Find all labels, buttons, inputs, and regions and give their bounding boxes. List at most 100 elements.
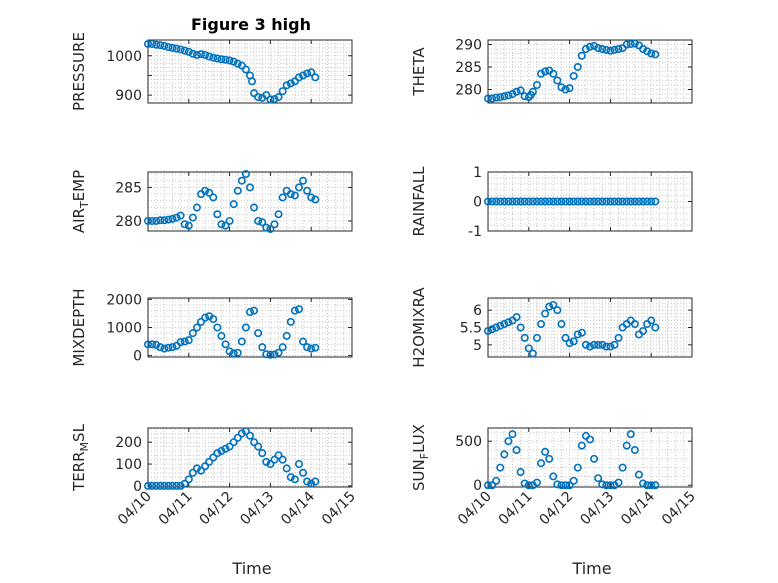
figure-title: Figure 3 high bbox=[191, 15, 311, 34]
data-point bbox=[561, 197, 570, 206]
data-point bbox=[180, 479, 189, 488]
data-point bbox=[483, 481, 492, 490]
data-point bbox=[278, 455, 287, 464]
data-point bbox=[160, 41, 169, 50]
data-point bbox=[156, 41, 165, 50]
data-point bbox=[152, 340, 161, 349]
data-point bbox=[549, 197, 558, 206]
data-point bbox=[643, 47, 652, 56]
data-point bbox=[254, 329, 263, 338]
data-point bbox=[569, 476, 578, 485]
y-axis-label: THETA bbox=[410, 47, 428, 97]
data-point bbox=[303, 69, 312, 78]
data-point bbox=[266, 224, 275, 233]
data-point bbox=[492, 197, 501, 206]
y-tick-label: 0 bbox=[473, 195, 482, 211]
y-tick-label: 500 bbox=[455, 434, 482, 450]
y-tick-label: 6 bbox=[473, 303, 482, 319]
data-point bbox=[241, 65, 250, 74]
data-point bbox=[598, 197, 607, 206]
data-point bbox=[282, 464, 291, 473]
data-point bbox=[496, 463, 505, 472]
data-point bbox=[229, 438, 238, 447]
data-point bbox=[618, 197, 627, 206]
data-point bbox=[299, 337, 308, 346]
data-point bbox=[241, 323, 250, 332]
data-point bbox=[311, 343, 320, 352]
y-tick-label: -1 bbox=[468, 224, 482, 240]
data-point bbox=[602, 481, 611, 490]
data-point bbox=[241, 427, 250, 436]
data-point bbox=[201, 186, 210, 195]
y-axis-label: SUNFLUX bbox=[410, 424, 431, 491]
data-point bbox=[594, 340, 603, 349]
x-tick-label: 04/13 bbox=[577, 489, 617, 529]
y-label-main: RAINFALL bbox=[410, 166, 428, 237]
data-point bbox=[573, 62, 582, 71]
data-point bbox=[172, 213, 181, 222]
data-point bbox=[630, 197, 639, 206]
data-point bbox=[590, 454, 599, 463]
data-point bbox=[528, 87, 537, 96]
data-point bbox=[164, 481, 173, 490]
data-point bbox=[282, 81, 291, 90]
data-point bbox=[233, 433, 242, 442]
data-point bbox=[176, 338, 185, 347]
data-point bbox=[307, 344, 316, 353]
data-point bbox=[581, 44, 590, 53]
y-label-main: AIR bbox=[70, 208, 88, 233]
y-tick-label: 285 bbox=[455, 60, 482, 76]
data-point bbox=[524, 481, 533, 490]
data-point bbox=[573, 330, 582, 339]
data-point bbox=[311, 195, 320, 204]
data-point bbox=[197, 50, 206, 59]
data-point bbox=[307, 479, 316, 488]
data-point bbox=[524, 344, 533, 353]
data-point bbox=[537, 197, 546, 206]
data-point bbox=[639, 326, 648, 335]
data-point bbox=[144, 216, 153, 225]
data-point bbox=[152, 40, 161, 49]
data-point bbox=[266, 95, 275, 104]
data-point bbox=[553, 197, 562, 206]
data-point bbox=[520, 333, 529, 342]
data-point bbox=[581, 197, 590, 206]
data-point bbox=[164, 215, 173, 224]
data-point bbox=[606, 342, 615, 351]
data-point bbox=[201, 50, 210, 59]
data-point bbox=[602, 45, 611, 54]
data-point bbox=[590, 41, 599, 50]
x-axis-label: Time bbox=[231, 559, 271, 578]
plot-area bbox=[488, 428, 692, 487]
data-point bbox=[254, 93, 263, 102]
data-point bbox=[209, 315, 218, 324]
data-point bbox=[557, 83, 566, 92]
data-point bbox=[647, 49, 656, 58]
data-point bbox=[565, 339, 574, 348]
x-tick-label: 04/11 bbox=[156, 489, 196, 529]
subplot-mixdepth: 0 1000 2000 MIXDEPTH bbox=[70, 288, 353, 367]
data-point bbox=[148, 39, 157, 48]
data-point bbox=[311, 73, 320, 82]
data-point bbox=[270, 455, 279, 464]
data-point bbox=[483, 94, 492, 103]
data-point bbox=[303, 343, 312, 352]
data-point bbox=[209, 53, 218, 62]
data-point bbox=[221, 55, 230, 64]
data-point bbox=[237, 61, 246, 70]
data-point bbox=[299, 71, 308, 80]
y-label-main: THETA bbox=[410, 47, 428, 97]
data-point bbox=[520, 479, 529, 488]
data-point bbox=[168, 43, 177, 52]
data-point bbox=[262, 457, 271, 466]
data-point bbox=[565, 481, 574, 490]
data-point bbox=[553, 76, 562, 85]
data-point bbox=[537, 459, 546, 468]
x-tick-label: 04/15 bbox=[319, 489, 359, 529]
data-point bbox=[483, 326, 492, 335]
data-point bbox=[274, 93, 283, 102]
data-point bbox=[614, 478, 623, 487]
data-point bbox=[639, 479, 648, 488]
data-point bbox=[492, 93, 501, 102]
